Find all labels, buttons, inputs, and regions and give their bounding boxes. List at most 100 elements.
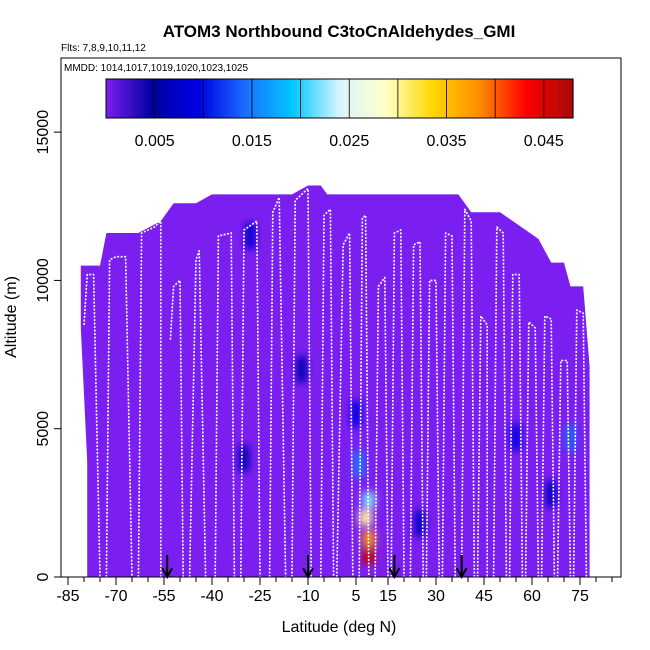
x-tick-label: 15 [379, 588, 397, 605]
enhancement-patch-8 [296, 356, 307, 383]
colorbar-swatch-53 [260, 79, 265, 118]
x-tick-label: -70 [104, 588, 127, 605]
plot-area [80, 185, 590, 577]
flight-track-17 [460, 208, 476, 577]
colorbar-swatch-23 [173, 79, 177, 118]
colorbar-swatch-0 [106, 79, 110, 118]
colorbar-swatch-3 [114, 79, 119, 118]
colorbar-swatch-41 [225, 79, 230, 118]
colorbar-swatch-62 [286, 79, 291, 118]
x-axis: -85 -70 -55 -40 -25 -10 5 15 30 45 60 75 [56, 577, 613, 605]
colorbar-swatch-76 [327, 79, 332, 118]
colorbar-swatch-143 [523, 79, 527, 118]
colorbar-swatch-75 [324, 79, 329, 118]
colorbar-swatch-28 [187, 79, 192, 118]
colorbar-swatch-1 [108, 79, 113, 118]
colorbar-swatch-148 [537, 79, 542, 118]
colorbar-swatch-119 [453, 79, 457, 118]
colorbar-swatch-125 [470, 79, 475, 118]
flight-tracks [83, 187, 588, 577]
x-tick-label: -10 [296, 588, 319, 605]
colorbar-swatch-78 [333, 79, 338, 118]
colorbar-swatch-31 [196, 79, 200, 118]
colorbar-swatch-68 [304, 79, 308, 118]
colorbar-swatch-50 [251, 79, 256, 118]
enhancement-patch-4 [354, 451, 365, 478]
colorbar-swatch-136 [502, 79, 507, 118]
colorbar-swatch-121 [459, 79, 463, 118]
colorbar-swatch-135 [500, 79, 504, 118]
colorbar-frame [105, 78, 574, 119]
enhancement-patch-6 [245, 222, 256, 249]
colorbar-swatch-63 [289, 79, 294, 118]
colorbar-swatch-20 [164, 79, 168, 118]
colorbar-swatch-108 [421, 79, 425, 118]
colorbar-swatch-39 [219, 79, 224, 118]
y-tick-label: 10000 [35, 258, 52, 303]
colorbar-swatch-83 [348, 79, 352, 118]
colorbar-tick-label: 0.035 [426, 133, 466, 150]
colorbar-swatch-120 [456, 79, 460, 118]
colorbar-swatch-4 [117, 79, 122, 118]
flight-track-8 [291, 187, 312, 577]
flight-track-7 [268, 196, 287, 577]
curtain-envelope [80, 185, 590, 577]
colorbar-swatch-129 [482, 79, 487, 118]
chart-title: ATOM3 Northbound C3toCnAldehydes_GMI [163, 22, 516, 41]
colorbar-swatch-38 [216, 79, 221, 118]
colorbar-swatch-146 [532, 79, 536, 118]
y-tick-label: 0 [35, 572, 52, 581]
colorbar-swatch-34 [205, 79, 209, 118]
colorbar-swatch-72 [316, 79, 320, 118]
y-axis: 0 5000 10000 15000 [35, 110, 61, 581]
colorbar-swatch-90 [368, 79, 373, 118]
y-tick-label: 15000 [35, 110, 52, 155]
colorbar-swatch-137 [505, 79, 510, 118]
colorbar-swatch-110 [427, 79, 431, 118]
colorbar: 0.005 0.015 0.025 0.035 0.045 [105, 78, 574, 150]
colorbar-swatch-21 [167, 79, 171, 118]
colorbar-swatch-141 [517, 79, 522, 118]
colorbar-swatch-88 [362, 79, 367, 118]
colorbar-swatch-109 [424, 79, 428, 118]
enhancement-patch-2 [359, 509, 372, 526]
colorbar-swatch-95 [383, 79, 387, 118]
colorbar-swatch-33 [202, 79, 206, 118]
colorbar-swatch-35 [208, 79, 212, 118]
flight-track-5 [214, 232, 236, 577]
flight-track-4 [188, 250, 207, 577]
colorbar-swatch-47 [243, 79, 247, 118]
x-tick-label: -55 [152, 588, 175, 605]
colorbar-swatch-131 [488, 79, 492, 118]
colorbar-swatch-91 [371, 79, 376, 118]
colorbar-swatch-115 [441, 79, 446, 118]
flight-track-12 [374, 276, 389, 577]
flight-track-10 [336, 232, 354, 577]
colorbar-swatch-15 [149, 79, 154, 118]
colorbar-swatch-46 [240, 79, 244, 118]
colorbar-swatch-134 [497, 79, 501, 118]
colorbar-swatch-107 [418, 79, 422, 118]
x-tick-label: 45 [475, 588, 493, 605]
colorbar-swatch-140 [514, 79, 519, 118]
section-arrow-head [388, 567, 401, 580]
flight-track-3 [169, 279, 184, 577]
colorbar-swatch-112 [432, 79, 437, 118]
colorbar-swatch-153 [552, 79, 557, 118]
colorbar-swatch-101 [400, 79, 405, 118]
colorbar-tick-label: 0.005 [135, 133, 175, 150]
colorbar-swatch-55 [266, 79, 271, 118]
colorbar-swatch-42 [228, 79, 233, 118]
colorbar-swatch-40 [222, 79, 227, 118]
colorbar-swatch-12 [141, 79, 145, 118]
colorbar-swatch-64 [292, 79, 297, 118]
colorbar-swatch-122 [462, 79, 466, 118]
colorbar-swatch-154 [555, 79, 560, 118]
colorbar-swatch-96 [386, 79, 390, 118]
x-tick-label: -25 [248, 588, 271, 605]
colorbar-swatch-11 [138, 79, 142, 118]
colorbar-swatch-150 [543, 79, 548, 118]
colorbar-swatch-105 [412, 79, 416, 118]
colorbar-tick-label: 0.045 [524, 133, 564, 150]
colorbar-swatch-114 [438, 79, 443, 118]
